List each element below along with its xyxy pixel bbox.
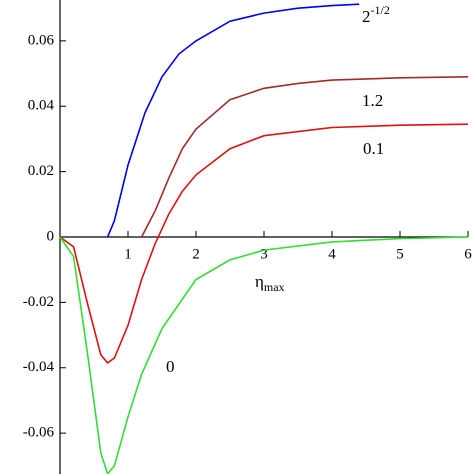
curve-label-sup: -1/2 [371, 3, 390, 17]
x-label-sub: max [264, 280, 285, 294]
y-tick-label: -0.06 [23, 425, 55, 441]
curve-label: 2-1/2 [362, 3, 390, 26]
x-tick-label: 3 [260, 246, 268, 262]
x-tick-label: 4 [328, 246, 336, 262]
series-line [106, 3, 360, 238]
y-tick-label: -0.02 [23, 294, 54, 310]
x-tick-label: 2 [192, 246, 200, 262]
curve-label-text: 2 [362, 7, 371, 26]
x-tick-label: 5 [396, 246, 404, 262]
curve-label: 0 [166, 357, 175, 376]
series-line [59, 123, 469, 364]
x-tick-label: 6 [464, 246, 472, 262]
y-tick-label: 0 [47, 228, 55, 244]
series-line [140, 76, 469, 238]
x-label-main: η [255, 272, 264, 291]
curve-label-text: 0 [166, 357, 175, 376]
series-line [59, 236, 469, 474]
x-tick-label: 1 [124, 246, 132, 262]
y-tick-label: -0.04 [23, 359, 55, 375]
curve-label-text: 1.2 [362, 91, 383, 110]
y-tick-label: 0.06 [28, 32, 55, 48]
curve-label: 1.2 [362, 91, 383, 110]
curve-label: 0.1 [363, 139, 384, 158]
y-tick-label: 0.04 [28, 98, 55, 114]
curve-label-text: 0.1 [363, 139, 384, 158]
x-axis-label: ηmax [255, 272, 285, 294]
y-tick-label: 0.02 [28, 163, 54, 179]
